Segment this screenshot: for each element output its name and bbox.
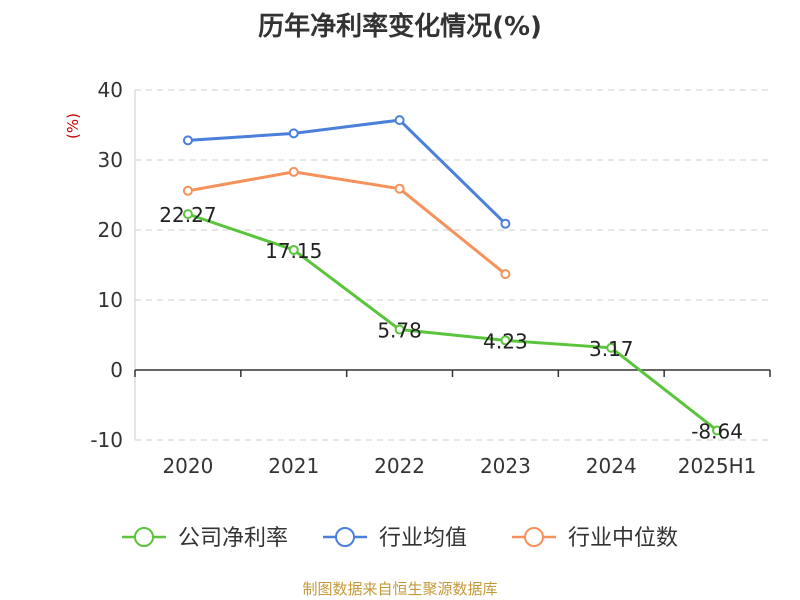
chart-title: 历年净利率变化情况(%) <box>258 12 542 42</box>
x-tick-label: 2022 <box>374 454 425 478</box>
legend-marker <box>134 527 154 547</box>
data-label: 4.23 <box>483 329 528 353</box>
data-point <box>288 244 299 255</box>
data-point <box>500 269 511 280</box>
data-label: 22.27 <box>159 203 216 227</box>
legend-label: 公司净利率 <box>178 526 288 551</box>
x-tick-label: 2021 <box>268 454 319 478</box>
legend-marker <box>335 527 355 547</box>
y-axis-label: (%) <box>64 113 82 139</box>
y-tick-label: -10 <box>90 428 123 452</box>
y-tick-label: 10 <box>98 288 123 312</box>
data-point <box>394 115 405 126</box>
y-tick-label: 30 <box>98 148 123 172</box>
x-tick-label: 2025H1 <box>678 454 757 478</box>
data-label: 5.78 <box>377 319 422 343</box>
data-point <box>500 218 511 229</box>
legend-marker <box>524 527 544 547</box>
y-tick-label: 40 <box>98 78 123 102</box>
data-point <box>394 324 405 335</box>
x-tick-label: 2020 <box>162 454 213 478</box>
data-point <box>182 185 193 196</box>
data-point <box>712 425 723 436</box>
legend-label: 行业均值 <box>379 526 467 551</box>
series-line <box>187 170 507 276</box>
data-label: 17.15 <box>265 239 322 263</box>
series-line <box>187 212 719 432</box>
data-point <box>288 128 299 139</box>
data-point <box>394 183 405 194</box>
data-point <box>288 166 299 177</box>
data-label: 3.17 <box>589 337 634 361</box>
y-tick-label: 0 <box>110 358 123 382</box>
data-source-note: 制图数据来自恒生聚源数据库 <box>302 580 498 598</box>
x-tick-label: 2023 <box>480 454 531 478</box>
series-line <box>187 118 507 225</box>
legend-label: 行业中位数 <box>568 526 678 551</box>
data-point <box>182 135 193 146</box>
y-tick-label: 20 <box>98 218 123 242</box>
data-point <box>606 342 617 353</box>
data-point <box>500 335 511 346</box>
data-point <box>182 209 193 220</box>
x-tick-label: 2024 <box>586 454 637 478</box>
data-label: -8.64 <box>691 419 743 443</box>
